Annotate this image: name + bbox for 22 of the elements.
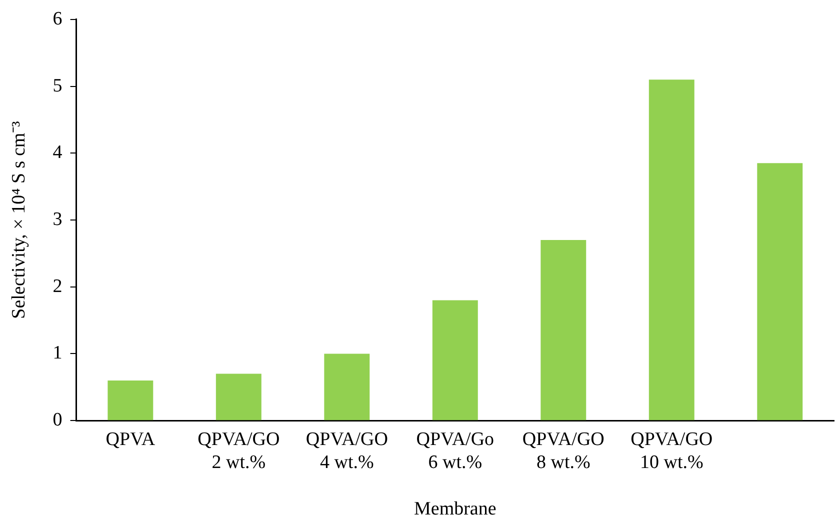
x-tick-label: QPVA/GO 10 wt.% bbox=[630, 428, 713, 473]
y-tick-label: 3 bbox=[52, 208, 62, 230]
y-axis-title: Selectivity, × 10⁴ S s cm⁻³ bbox=[8, 120, 30, 319]
y-tick-label: 1 bbox=[52, 342, 62, 364]
bar bbox=[648, 80, 694, 420]
x-tick-label: QPVA/GO 4 wt.% bbox=[306, 428, 388, 473]
y-tick-label: 0 bbox=[52, 410, 62, 431]
x-tick-label: QPVA/GO 8 wt.% bbox=[522, 428, 604, 473]
y-tick-label: 6 bbox=[52, 8, 62, 30]
bar bbox=[216, 374, 262, 420]
bar bbox=[108, 380, 154, 420]
bar bbox=[757, 163, 803, 420]
bar bbox=[324, 354, 370, 420]
x-tick-label: QPVA/GO 2 wt.% bbox=[198, 428, 280, 473]
bar bbox=[540, 240, 586, 420]
x-tick-label: QPVA/Go 6 wt.% bbox=[416, 428, 494, 473]
bar bbox=[432, 300, 478, 420]
y-tick-label: 2 bbox=[52, 276, 62, 297]
y-tick-label: 5 bbox=[52, 75, 62, 96]
x-tick-label: QPVA bbox=[106, 428, 156, 450]
y-tick-label: 4 bbox=[52, 142, 63, 164]
x-axis-title: Membrane bbox=[414, 498, 496, 520]
